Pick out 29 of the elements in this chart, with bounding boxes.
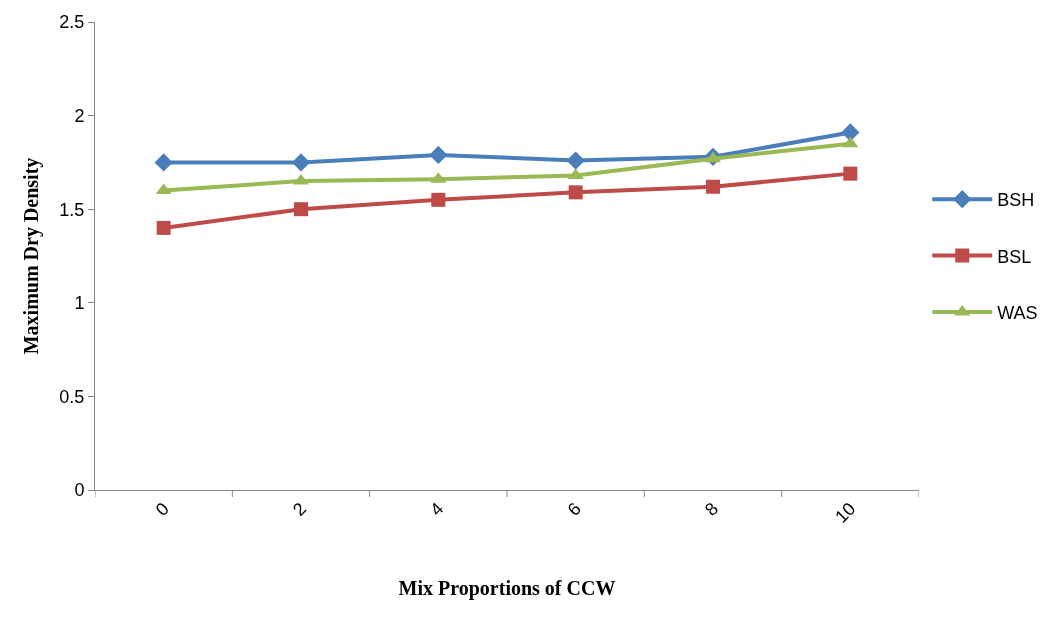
- y-tick-label: 2: [74, 105, 85, 126]
- x-tick-label: 8: [700, 498, 723, 520]
- point: [291, 153, 311, 172]
- x-axis-title: Mix Proportions of CCW: [398, 577, 616, 601]
- legend-label: WAS: [997, 303, 1038, 324]
- x-tick-label: 10: [831, 498, 860, 527]
- point: [429, 145, 448, 165]
- x-tick-label: 2: [288, 498, 311, 520]
- y-tick-label: 1.5: [59, 199, 85, 220]
- point: [154, 153, 173, 172]
- point: [706, 179, 720, 194]
- point: [842, 136, 859, 148]
- x-tick-label: 4: [426, 498, 448, 520]
- y-tick-label: 0.5: [59, 386, 85, 407]
- y-axis-title: Maximum Dry Density: [19, 157, 43, 355]
- point: [568, 185, 583, 200]
- point: [841, 123, 860, 142]
- point: [156, 220, 171, 235]
- point: [294, 202, 308, 217]
- y-tick-label: 1: [74, 293, 85, 314]
- y-tick-label: 2.5: [59, 12, 85, 33]
- point: [431, 192, 446, 207]
- x-tick-label: 6: [563, 498, 585, 520]
- y-tick-label: 0: [74, 480, 85, 501]
- point: [843, 166, 858, 181]
- legend-label: BSL: [997, 246, 1032, 267]
- point: [566, 151, 585, 170]
- x-tick-label: 0: [151, 498, 173, 520]
- legend-label: BSH: [997, 190, 1035, 211]
